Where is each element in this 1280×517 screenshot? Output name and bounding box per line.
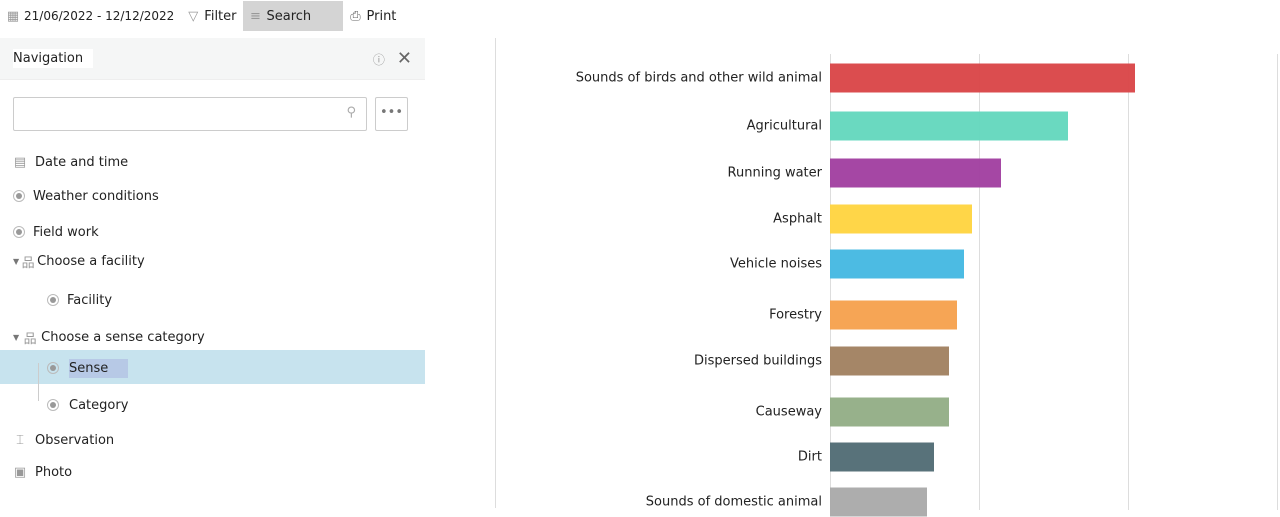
bar[interactable] [830, 63, 1136, 93]
gridline [1277, 54, 1278, 510]
calendar-icon: ▦ [6, 8, 20, 24]
filter-button[interactable]: ▽ Filter [188, 8, 237, 24]
gridline [979, 54, 980, 510]
photo-icon: ▣ [13, 464, 27, 480]
bar[interactable] [830, 487, 927, 517]
print-button[interactable]: ⎙ Print [350, 8, 397, 24]
category-label: Vehicle noises [730, 256, 822, 272]
search-input[interactable]: ⚲ [13, 97, 367, 131]
category-label: Agricultural [746, 118, 822, 134]
nav-item-field-work[interactable]: Field work [13, 221, 99, 243]
navigation-header: Navigation ⓘ ✕ [0, 38, 425, 80]
bar[interactable] [830, 346, 950, 376]
panel-divider[interactable] [495, 38, 496, 508]
expand-arrow-icon[interactable]: ▼ [13, 256, 20, 266]
nav-item-observation[interactable]: ⌶ Observation [13, 429, 114, 451]
bar[interactable] [830, 442, 935, 472]
bar[interactable] [830, 300, 957, 330]
category-label: Dispersed buildings [694, 353, 822, 369]
category-label: Dirt [797, 449, 822, 465]
category-label: Asphalt [773, 211, 822, 227]
nav-item-date-and-time[interactable]: ▤ Date and time [13, 154, 129, 170]
category-label: Running water [727, 165, 822, 181]
nav-item-facility[interactable]: Facility [47, 289, 112, 311]
tree-line [38, 363, 39, 401]
category-label: Causeway [755, 404, 822, 420]
bar[interactable] [830, 397, 950, 427]
category-label: Forestry [769, 307, 822, 323]
nav-item-sense[interactable]: Sense [47, 357, 129, 379]
navigation-title: Navigation [13, 49, 94, 68]
toolbar: ▦ 21/06/2022 - 12/12/2022 ▽ Filter ≡ Search… [0, 0, 500, 32]
bar-chart [830, 0, 1278, 517]
category-label: Sounds of domestic animal [645, 494, 822, 510]
help-icon[interactable]: ⓘ [372, 53, 385, 67]
gridline [830, 54, 831, 510]
expand-arrow-icon[interactable]: ▼ [13, 332, 20, 342]
radio-icon [47, 294, 59, 306]
navigation-panel: Navigation ⓘ ✕ ⚲ ••• ▤ Date and time Weath… [0, 38, 425, 516]
radio-icon [47, 362, 59, 374]
nav-item-choose-sense-category[interactable]: ▼ 品 Choose a sense category [13, 329, 205, 347]
bar[interactable] [830, 249, 965, 279]
search-button[interactable]: ≡ Search [242, 1, 343, 31]
bar[interactable] [830, 111, 1069, 141]
observation-icon: ⌶ [16, 432, 24, 448]
hierarchy-icon: 品 [23, 331, 37, 347]
radio-icon [13, 226, 25, 238]
nav-item-category[interactable]: Category [47, 394, 128, 416]
nav-item-weather-conditions[interactable]: Weather conditions [13, 185, 159, 207]
radio-icon [13, 190, 25, 202]
bar[interactable] [830, 204, 972, 234]
filter-icon: ▽ [188, 8, 199, 24]
bar[interactable] [830, 158, 1002, 188]
hierarchy-icon: 品 [21, 255, 35, 271]
close-icon[interactable]: ✕ [396, 48, 412, 69]
printer-icon: ⎙ [350, 8, 361, 24]
nav-item-choose-facility[interactable]: ▼ 品 Choose a facility [13, 253, 145, 271]
more-options-button[interactable]: ••• [375, 97, 408, 131]
list-icon: ≡ [250, 8, 261, 24]
nav-item-photo[interactable]: ▣ Photo [13, 464, 73, 480]
gridline [1128, 54, 1129, 510]
category-label: Sounds of birds and other wild animal [575, 70, 822, 86]
search-icon[interactable]: ⚲ [346, 105, 356, 120]
radio-icon [47, 399, 59, 411]
date-range-button[interactable]: ▦ 21/06/2022 - 12/12/2022 [6, 8, 175, 24]
category-axis: Sounds of birds and other wild animal Agr… [500, 0, 822, 516]
calendar-clock-icon: ▤ [13, 154, 27, 170]
